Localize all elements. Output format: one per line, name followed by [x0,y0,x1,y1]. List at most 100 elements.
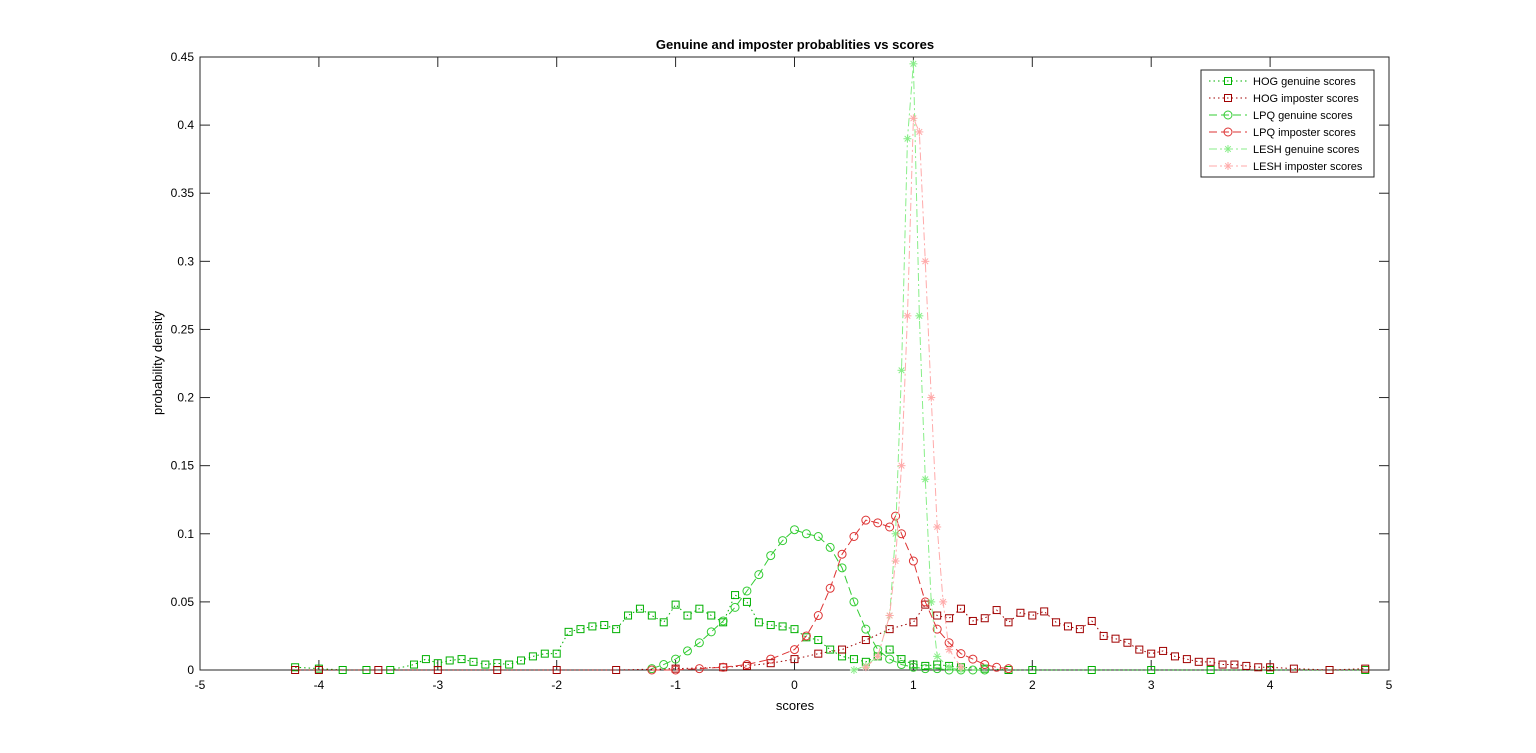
data-point [956,663,965,672]
legend-label: LESH genuine scores [1253,144,1360,156]
data-point [576,625,585,634]
x-tick-label: -5 [195,678,206,692]
data-point [885,654,895,664]
data-point [457,655,466,664]
data-point [374,666,383,674]
data-point [1254,663,1263,672]
data-point [885,611,894,620]
data-point [552,666,561,674]
data-point [873,518,883,528]
data-point [481,660,490,669]
legend-marker [1224,94,1232,102]
data-point [945,663,954,672]
data-point [1052,618,1061,627]
data-point [671,600,680,609]
y-axis-label: probability density [150,310,165,415]
series-2 [647,525,990,675]
data-point [706,627,716,637]
series-3 [647,511,1014,675]
data-point [1147,649,1156,658]
legend-entry: LESH imposter scores [1209,161,1363,173]
data-point [386,666,395,674]
legend-marker [1224,145,1232,153]
data-point [825,583,835,593]
data-point [801,631,811,641]
data-point [754,570,764,580]
legend-entry: HOG genuine scores [1209,76,1356,88]
data-point [927,393,936,402]
data-point [694,638,704,648]
data-point [766,621,775,630]
data-point [933,652,942,661]
data-point [849,666,858,674]
legend-label: HOG genuine scores [1253,76,1356,88]
data-point [682,646,692,656]
axis-ticks: -5 -4 -3 -2 -1 0 1 2 3 4 5 0 0.05 0.1 0.15 0.2 0.25 0.3 0.… [171,50,1393,692]
x-tick-label: -2 [551,678,562,692]
data-point [1170,652,1179,661]
y-tick-label: 0.15 [171,459,195,473]
data-point [945,645,954,654]
data-point [540,649,549,658]
data-point [1266,663,1275,672]
data-point [1028,611,1037,620]
data-point [897,660,907,670]
data-point [903,134,912,143]
data-point [1016,608,1025,617]
data-point [433,666,442,674]
data-point [968,616,977,625]
data-point [1218,660,1227,669]
data-point [968,665,978,675]
legend-label: HOG imposter scores [1253,93,1359,105]
data-point [695,604,704,613]
data-point [814,636,823,645]
data-point [790,655,799,664]
data-point [992,606,1001,615]
y-tick-label: 0.25 [171,322,195,336]
data-point [968,654,978,664]
data-point [908,556,918,566]
data-point [718,616,728,626]
data-point [314,666,323,674]
data-point [528,652,537,661]
data-point [790,625,799,634]
data-point [801,529,811,539]
data-point [624,611,633,620]
data-point [564,627,573,636]
data-point [410,660,419,669]
data-point [338,666,347,674]
data-point [992,662,1002,672]
data-point [469,657,478,666]
data-point [421,655,430,664]
data-point [908,662,918,672]
data-point [813,532,823,542]
x-tick-label: 4 [1267,678,1274,692]
data-point [980,665,990,675]
x-tick-label: -3 [432,678,443,692]
data-point [588,622,597,631]
legend-marker [1223,110,1233,120]
data-point [778,622,787,631]
data-point [956,604,965,613]
data-point [1040,607,1049,616]
legend-entry: LPQ genuine scores [1209,110,1353,122]
data-point [517,656,526,665]
x-axis-label: scores [776,698,815,713]
data-point [1087,666,1096,674]
data-point [659,660,669,670]
data-point [849,532,859,542]
chart-title: Genuine and imposter probablities vs sco… [656,37,934,52]
legend-entry: LPQ imposter scores [1209,127,1356,139]
data-point [891,529,900,538]
data-point [707,611,716,620]
data-point [909,114,918,123]
data-point [1111,634,1120,643]
data-point [956,649,966,659]
data-point [647,665,657,675]
x-tick-label: 1 [910,678,917,692]
series-layer [291,59,1370,675]
data-point [1004,618,1013,627]
data-point [933,660,942,669]
data-point [897,655,906,664]
data-point [493,666,502,674]
